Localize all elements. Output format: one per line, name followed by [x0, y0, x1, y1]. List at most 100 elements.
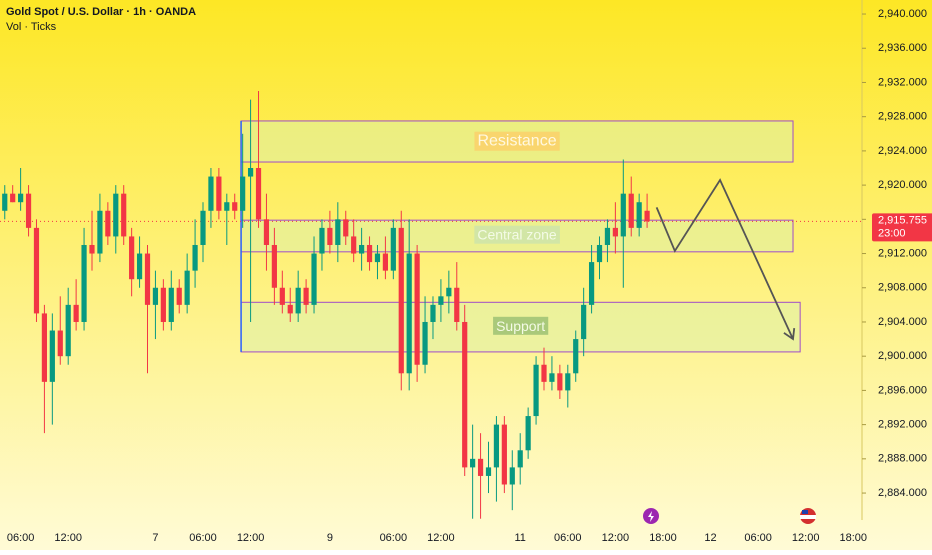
candle-body: [620, 193, 626, 237]
x-tick-label: 12:00: [237, 532, 265, 544]
x-tick-label: 9: [327, 532, 333, 544]
candle-body: [581, 304, 587, 340]
x-tick-label: 12:00: [792, 532, 820, 544]
candle-body: [176, 287, 182, 305]
candle-body: [485, 467, 492, 476]
candle-body: [81, 244, 87, 322]
x-tick-label: 06:00: [380, 532, 408, 544]
candle-body: [33, 227, 40, 314]
chart-subtitle: Vol · Ticks: [6, 21, 57, 33]
candle-body: [279, 287, 285, 305]
candle-body: [470, 458, 476, 468]
candle-body: [247, 168, 254, 177]
candle-body: [366, 244, 373, 263]
candle-body: [446, 287, 452, 297]
candle-body: [335, 219, 341, 245]
zone-label: Resistance: [477, 133, 556, 150]
candle-body: [525, 416, 531, 451]
event-icon[interactable]: [643, 508, 659, 524]
candle-body: [303, 287, 309, 305]
zone-label-bg: [474, 131, 560, 151]
projection-path: [655, 178, 794, 340]
candle-body: [644, 210, 650, 222]
candle-body: [311, 253, 317, 305]
x-tick-label: 12: [704, 532, 716, 544]
x-tick-label: 06:00: [554, 532, 582, 544]
candle-body: [121, 193, 127, 237]
chart-title: Gold Spot / U.S. Dollar · 1h · OANDA: [6, 6, 196, 18]
candle-body: [596, 244, 603, 263]
y-tick-label: 2,936.000: [878, 42, 927, 54]
candle-body: [192, 244, 198, 271]
candle-body: [65, 304, 71, 357]
candle-body: [438, 296, 444, 305]
candle-body: [493, 424, 500, 468]
candle-body: [295, 287, 301, 314]
x-tick-label: 18:00: [649, 532, 677, 544]
candle-body: [232, 202, 238, 211]
y-tick-label: 2,884.000: [878, 487, 927, 499]
candle-body: [136, 253, 143, 280]
candle-body: [10, 193, 16, 203]
candle-body: [18, 193, 24, 203]
candle-body: [25, 193, 32, 228]
candle-body: [73, 304, 79, 322]
projection-arrowhead: [783, 328, 796, 341]
candle-body: [327, 227, 333, 245]
last-price-badge: [872, 213, 932, 242]
candle-body: [628, 193, 634, 228]
candle-body: [263, 219, 270, 245]
candle-body: [129, 236, 135, 280]
countdown-label: 23:00: [878, 227, 906, 239]
candle-body: [319, 227, 325, 254]
y-tick-label: 2,912.000: [878, 247, 927, 259]
y-tick-label: 2,888.000: [878, 453, 927, 465]
y-tick-label: 2,920.000: [878, 179, 927, 191]
x-tick-label: 12:00: [427, 532, 455, 544]
candle-body: [604, 227, 611, 245]
candle-body: [533, 364, 539, 417]
candle-body: [454, 287, 460, 322]
candle-body: [374, 253, 381, 263]
candle-body: [398, 227, 404, 374]
candle-body: [636, 202, 642, 228]
candle-body: [588, 262, 595, 305]
candle-body: [509, 467, 515, 485]
candle-body: [152, 287, 159, 305]
candle-body: [351, 236, 357, 254]
candle-body: [89, 244, 95, 254]
candle-body: [41, 313, 48, 382]
candle-body: [287, 304, 293, 314]
y-tick-label: 2,924.000: [878, 145, 927, 157]
candle-body: [97, 210, 103, 254]
zone-label: Central zone: [477, 227, 557, 243]
zone-label-bg: [474, 225, 560, 244]
candle-body: [144, 253, 151, 305]
candle-body: [160, 287, 166, 322]
candle-body: [462, 321, 468, 468]
last-price-label: 2,915.755: [878, 214, 927, 226]
y-tick-label: 2,904.000: [878, 316, 927, 328]
candle-body: [359, 244, 365, 254]
candle-body: [208, 176, 214, 211]
x-tick-label: 12:00: [602, 532, 630, 544]
candle-body: [612, 227, 618, 237]
candle-body: [422, 321, 428, 365]
zone-label-bg: [493, 316, 549, 335]
x-tick-label: 7: [152, 532, 158, 544]
candle-body: [255, 168, 262, 220]
y-tick-label: 2,928.000: [878, 111, 927, 123]
candle-body: [240, 176, 246, 211]
x-tick-label: 12:00: [54, 532, 82, 544]
event-icon[interactable]: [800, 508, 816, 524]
x-tick-label: 06:00: [744, 532, 772, 544]
candle-body: [573, 339, 579, 374]
candle-body: [216, 176, 222, 211]
candle-body: [517, 450, 523, 468]
candle-body: [557, 373, 563, 391]
candle-body: [343, 219, 349, 237]
candle-body: [271, 244, 277, 288]
candle-body: [113, 193, 119, 237]
candle-body: [541, 364, 547, 382]
